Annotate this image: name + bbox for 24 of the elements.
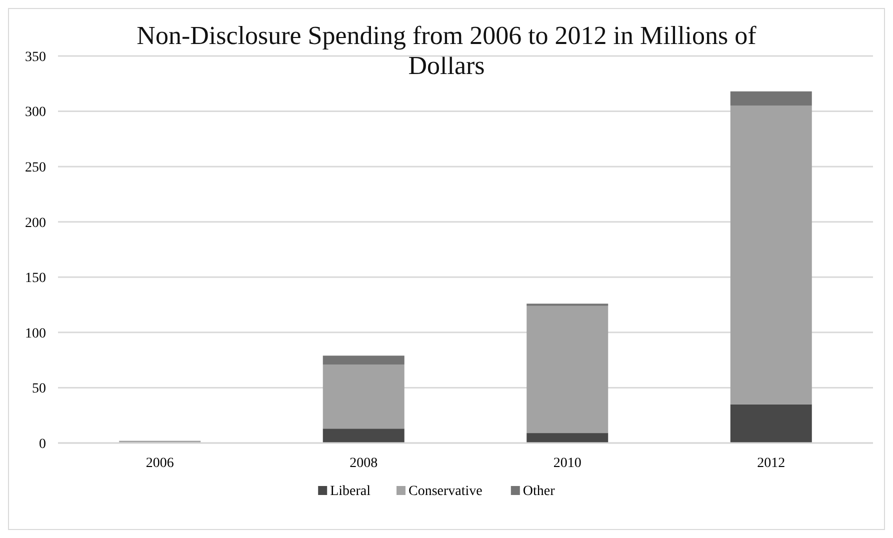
bar xyxy=(730,91,812,106)
legend-label: Other xyxy=(522,484,556,499)
y-tick-label: 300 xyxy=(25,105,46,120)
bar xyxy=(730,106,812,404)
y-tick-label: 200 xyxy=(25,216,46,231)
x-tick-label: 2012 xyxy=(757,456,786,471)
bar xyxy=(322,428,404,443)
x-tick-label: 2006 xyxy=(146,456,174,471)
y-tick-label: 50 xyxy=(32,382,46,397)
x-tick-label: 2008 xyxy=(350,456,378,471)
y-tick-label: 0 xyxy=(39,436,46,452)
bar xyxy=(322,364,404,429)
chart-title: Non-Disclosure Spending from 2006 to 2012 in Millions of Dollars xyxy=(136,21,757,80)
y-tick-label: 100 xyxy=(25,326,46,342)
x-tick-label: 2010 xyxy=(553,456,582,471)
bar xyxy=(322,356,404,364)
y-tick-label: 150 xyxy=(25,271,46,286)
legend-label: Conservative xyxy=(408,484,482,499)
legend-label: Liberal xyxy=(330,484,371,499)
bar xyxy=(730,404,812,443)
y-tick-label: 350 xyxy=(25,50,46,65)
bar xyxy=(526,306,608,434)
bar xyxy=(526,433,608,443)
y-tick-label: 250 xyxy=(25,160,46,176)
